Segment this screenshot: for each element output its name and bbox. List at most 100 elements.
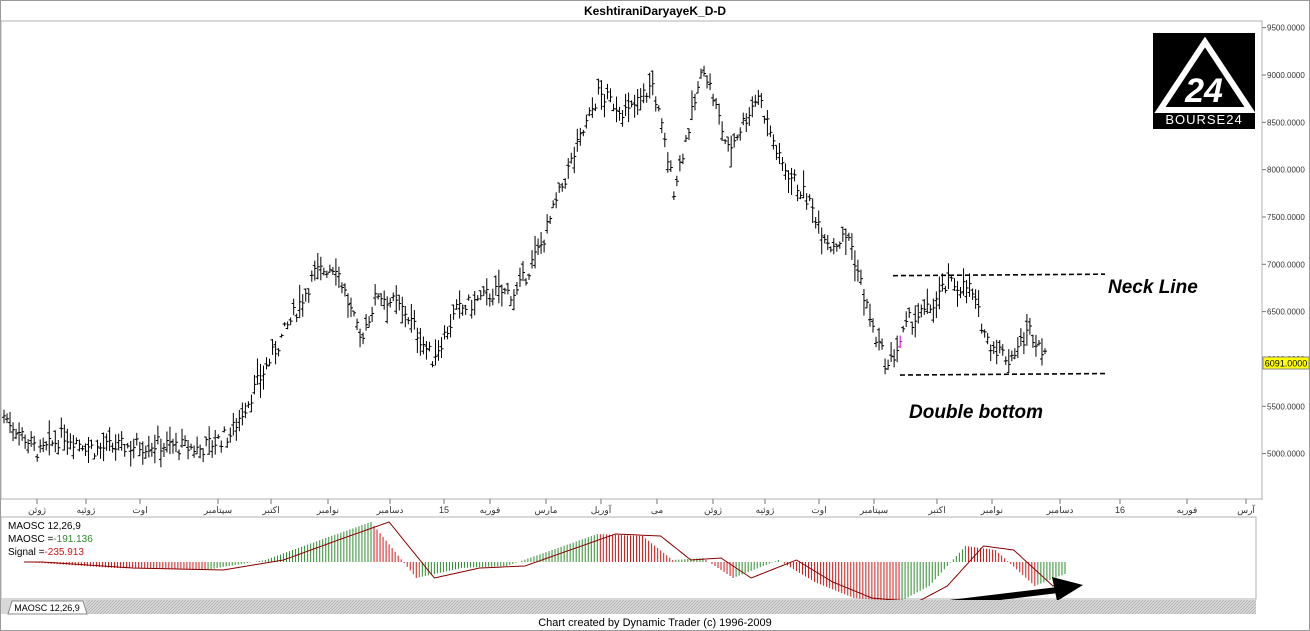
ohlc-bar (502, 287, 507, 295)
ohlc-bar (798, 191, 803, 200)
ohlc-bar (551, 200, 556, 209)
ohlc-bar (403, 305, 408, 328)
ohlc-bar (590, 97, 595, 118)
indicator-name: MAOSC 12,26,9 (8, 521, 81, 532)
y-tick-label: 9500.0000 (1267, 24, 1305, 33)
ohlc-bar (388, 297, 393, 308)
ohlc-bar (659, 118, 664, 134)
ohlc-bar (219, 440, 224, 453)
ohlc-bar (804, 193, 809, 210)
ohlc-bar (195, 436, 200, 455)
indicator-panel[interactable] (0, 516, 1257, 600)
ohlc-bar (880, 338, 885, 350)
ohlc-bar (2, 409, 6, 424)
ohlc-bar (511, 289, 516, 311)
ohlc-bar (246, 401, 251, 409)
ohlc-bar (638, 88, 643, 111)
ohlc-bar (623, 93, 628, 117)
ohlc-bar (976, 290, 981, 318)
ohlc-bar (433, 339, 438, 366)
ohlc-bar (336, 266, 341, 288)
ohlc-bar (466, 294, 471, 301)
ohlc-bar (189, 443, 194, 450)
ohlc-bar (44, 441, 49, 451)
ohlc-bar (970, 288, 975, 300)
ohlc-bar (210, 440, 215, 458)
ohlc-bar (967, 273, 972, 297)
ohlc-bar (988, 344, 993, 362)
ohlc-bar (557, 182, 562, 193)
ohlc-bar (572, 146, 577, 174)
ohlc-bar (261, 365, 266, 390)
ohlc-bar (448, 313, 453, 338)
ohlc-bar (864, 298, 869, 309)
ohlc-bar (1009, 350, 1014, 362)
ohlc-bar (1012, 348, 1017, 360)
ohlc-bar (708, 73, 713, 91)
ohlc-bar (940, 273, 945, 292)
ohlc-bar (653, 96, 658, 112)
x-tick-label: مارس (535, 505, 558, 516)
ohlc-bar (686, 128, 691, 140)
neck-line-label: Neck Line (1108, 277, 1198, 298)
ohlc-bar (231, 412, 236, 436)
ohlc-bar (786, 170, 791, 193)
ohlc-bar (665, 152, 670, 173)
ohlc-bar (849, 233, 854, 260)
ohlc-bar (874, 336, 879, 348)
ohlc-bar (161, 442, 166, 457)
ohlc-bar (732, 133, 737, 148)
ohlc-bar (358, 328, 363, 348)
tab-maosc[interactable] (7, 600, 88, 615)
ohlc-bar (98, 442, 103, 459)
x-tick-label: فوریه (1177, 505, 1198, 516)
ohlc-bar (505, 282, 510, 295)
ohlc-bar (122, 443, 127, 457)
ohlc-bar (291, 298, 296, 316)
ohlc-bar (729, 135, 734, 168)
ohlc-bar (566, 158, 571, 179)
ohlc-bar (201, 448, 206, 463)
ohlc-bar (400, 296, 405, 324)
ohlc-bar (982, 329, 987, 338)
ohlc-bar (14, 428, 19, 440)
ohlc-bar (20, 427, 25, 441)
ohlc-bar (581, 129, 586, 137)
ohlc-bar (602, 94, 607, 118)
tab-maosc-label: MAOSC 12,26,9 (14, 603, 80, 613)
ohlc-bar (155, 425, 160, 445)
ohlc-bar (17, 422, 22, 446)
ohlc-bar (309, 270, 314, 282)
ohlc-bar (312, 260, 317, 281)
ohlc-bar (973, 289, 978, 309)
ohlc-bar (964, 279, 969, 304)
ohlc-bar (445, 326, 450, 340)
maosc-value: -191.136 (53, 534, 93, 545)
ohlc-bar (1043, 348, 1047, 355)
ohlc-bar (80, 445, 85, 451)
maosc-signal-line (24, 521, 1066, 603)
ohlc-bar (83, 443, 88, 457)
ohlc-bar (1024, 314, 1029, 346)
ohlc-bar (768, 125, 773, 138)
ohlc-bar (629, 100, 634, 108)
ohlc-bar (834, 243, 839, 252)
ohlc-bar (599, 80, 604, 110)
ohlc-bar (792, 169, 797, 182)
y-tick-label: 7500.0000 (1267, 213, 1305, 222)
ohlc-bar (146, 435, 151, 458)
ohlc-bars (2, 65, 1047, 468)
ohlc-bar (173, 432, 178, 453)
ohlc-bar (297, 284, 302, 319)
ohlc-bar (656, 105, 661, 112)
ohlc-bar (952, 278, 957, 291)
ohlc-bar (41, 437, 46, 452)
ohlc-bar (517, 267, 522, 288)
ohlc-bar (493, 275, 498, 296)
ohlc-bar (285, 321, 290, 330)
maosc-histogram (26, 522, 1066, 602)
ohlc-bar (92, 453, 97, 460)
ohlc-bar (306, 288, 311, 303)
ohlc-bar (587, 107, 592, 117)
ohlc-bar (530, 250, 535, 269)
